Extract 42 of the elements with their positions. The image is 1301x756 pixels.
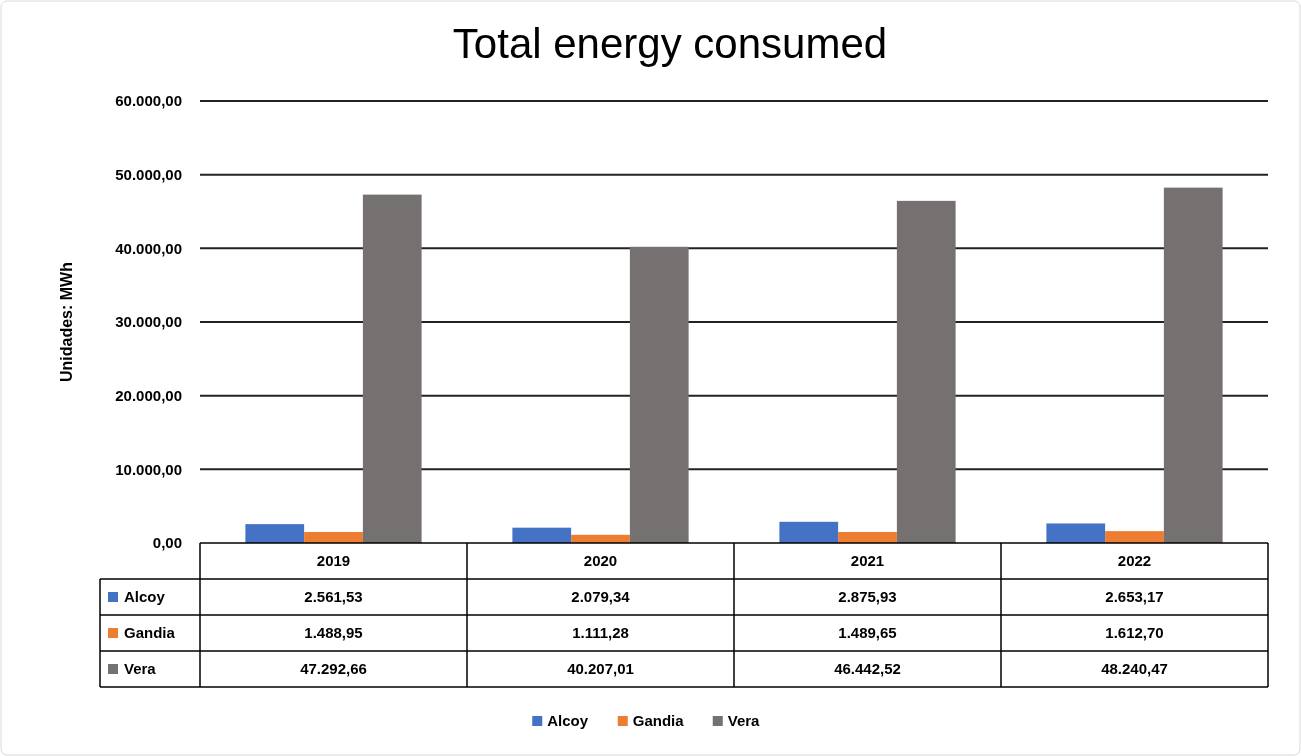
y-tick-label: 50.000,00 (115, 165, 182, 183)
chart-title: Total energy consumed (452, 20, 888, 67)
bar (1163, 187, 1223, 543)
legend-label: Gandia (124, 624, 176, 642)
bar (1105, 531, 1164, 543)
data-label: 1.111,28 (572, 624, 629, 642)
data-label: 2.561,53 (304, 588, 363, 606)
y-tick-label: 60.000,00 (115, 92, 182, 110)
x-tick-label: 2019 (316, 552, 351, 570)
y-tick-label: 0,00 (152, 534, 182, 552)
legend-label: Vera (727, 712, 761, 730)
text: Vera (124, 660, 156, 678)
data-label: 1.612,70 (1105, 624, 1164, 642)
data-label: 2.875,93 (838, 588, 897, 606)
data-label: 1.489,65 (838, 624, 897, 642)
bar (1046, 523, 1106, 543)
y-tick-label: 40.000,00 (115, 239, 182, 257)
data-label: 46.442,52 (834, 660, 901, 678)
data-label: 1.488,95 (304, 624, 363, 642)
bar (629, 246, 689, 543)
bar (304, 532, 363, 543)
bar (512, 527, 572, 543)
data-label: 40.207,01 (567, 660, 634, 678)
y-tick-label: 30.000,00 (115, 313, 182, 331)
y-tick-label: 10.000,00 (115, 460, 182, 478)
bar (838, 532, 897, 543)
text: Alcoy (547, 712, 589, 730)
data-label: 2.653,17 (1105, 588, 1164, 606)
data-label: 47.292,66 (300, 660, 367, 678)
bar (245, 524, 305, 543)
x-tick-label: 2021 (850, 552, 885, 570)
y-axis-title: Unidades: MWh (58, 262, 75, 382)
data-label: 2.079,34 (571, 588, 631, 606)
text: Gandia (632, 712, 684, 730)
data-label: 48.240,47 (1101, 660, 1168, 678)
bar (779, 521, 839, 543)
legend-label: Alcoy (124, 588, 166, 606)
bar (896, 200, 956, 543)
bar (362, 194, 422, 543)
x-tick-label: 2022 (1117, 552, 1152, 570)
y-tick-label: 20.000,00 (115, 386, 182, 404)
x-tick-label: 2020 (583, 552, 618, 570)
